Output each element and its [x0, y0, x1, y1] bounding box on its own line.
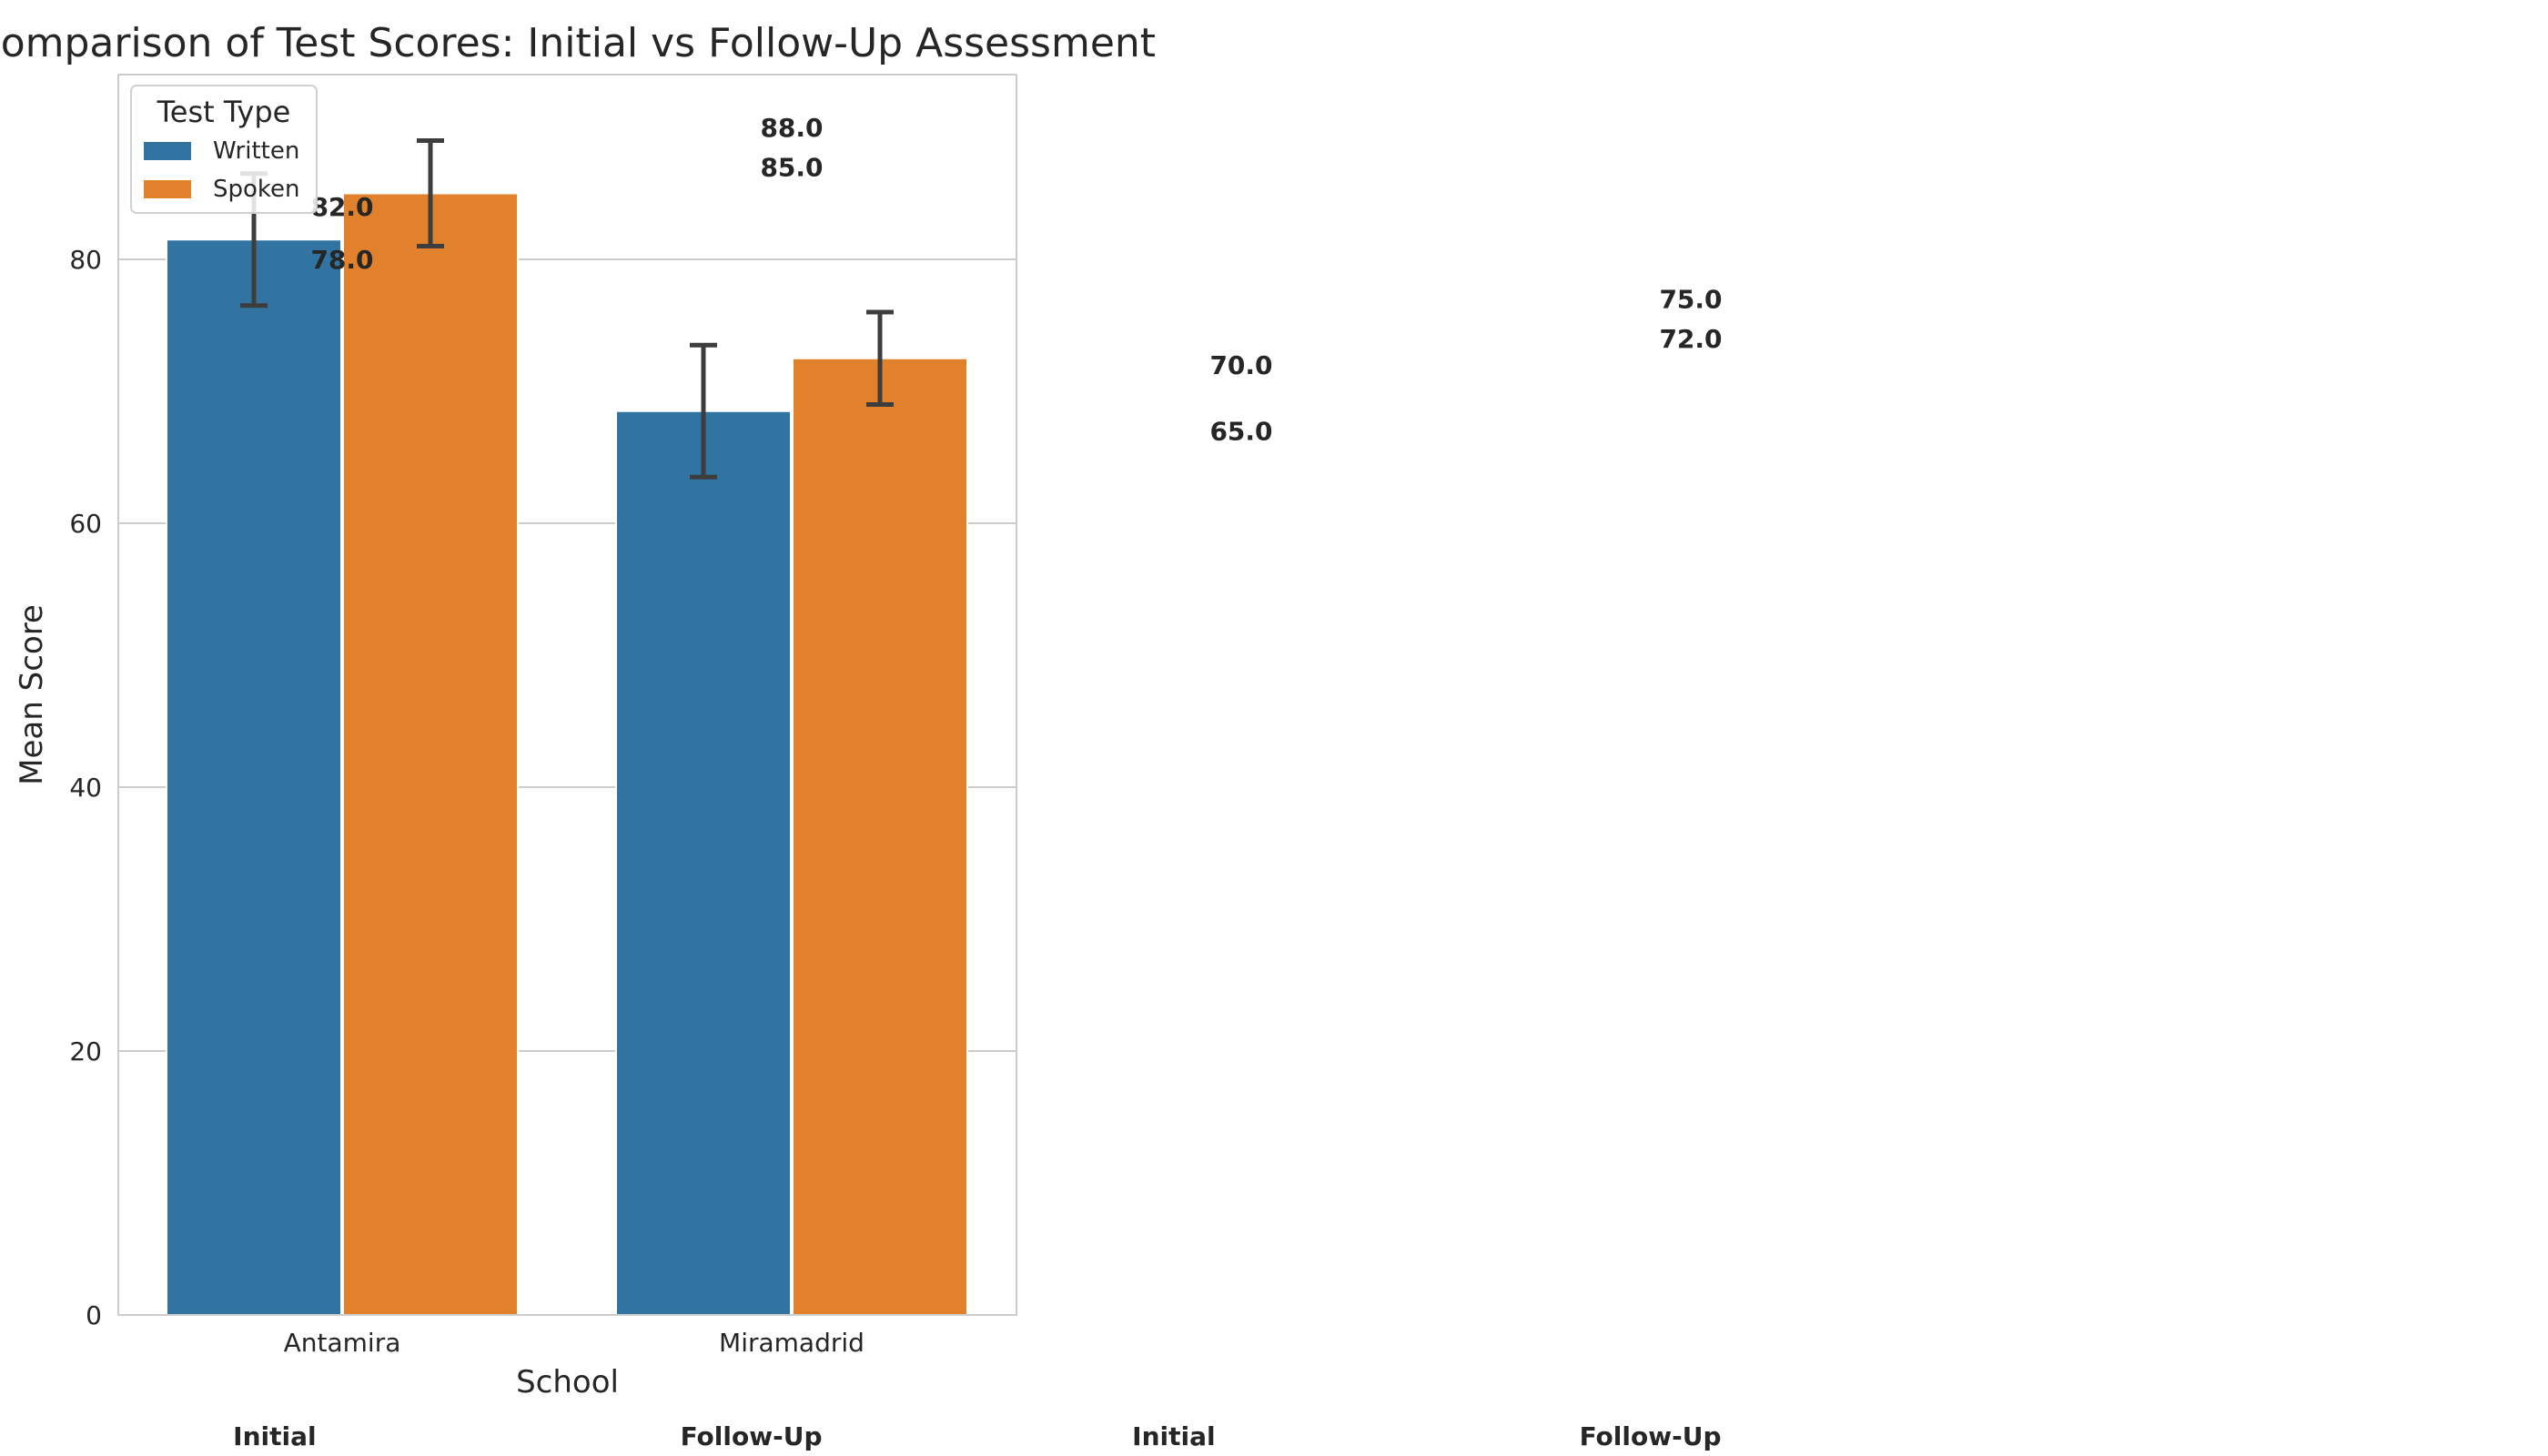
y-tick-label: 40	[69, 773, 102, 803]
value-annotation: 85.0	[760, 153, 823, 183]
bar-spoken-miramadrid	[792, 357, 968, 1316]
x-axis-label: School	[516, 1364, 619, 1400]
phase-label: Follow-Up	[1580, 1421, 1722, 1451]
y-tick-label: 20	[69, 1036, 102, 1067]
chart-title: Comparison of Test Scores: Initial vs Fo…	[0, 20, 1156, 66]
value-annotation: 70.0	[1209, 350, 1272, 380]
y-axis-label: Mean Score	[14, 604, 50, 785]
bar-written-antamira	[166, 238, 342, 1316]
x-axis-ticks: Antamira Miramadrid	[284, 1328, 864, 1358]
bar-written-miramadrid	[615, 410, 792, 1316]
phase-label: Initial	[233, 1421, 316, 1451]
error-bars	[240, 138, 894, 480]
legend: Test Type Written Spoken	[130, 85, 318, 214]
y-tick-label: 0	[86, 1300, 102, 1330]
x-tick-label: Antamira	[284, 1328, 401, 1358]
value-annotation: 72.0	[1659, 324, 1722, 354]
legend-label-written: Written	[213, 137, 299, 165]
bars	[166, 192, 968, 1316]
bar-spoken-antamira	[342, 192, 519, 1316]
error-bar	[417, 138, 444, 248]
error-bar	[690, 342, 717, 480]
legend-title: Test Type	[157, 95, 291, 129]
legend-swatch-spoken	[144, 180, 191, 198]
phase-label: Initial	[1132, 1421, 1215, 1451]
legend-swatch-written	[144, 142, 191, 160]
value-annotation: 78.0	[310, 245, 373, 275]
error-bar	[866, 309, 894, 407]
x-tick-label: Miramadrid	[719, 1328, 864, 1358]
value-annotation: 75.0	[1659, 285, 1722, 315]
legend-label-spoken: Spoken	[213, 176, 300, 203]
value-annotation: 65.0	[1209, 417, 1272, 447]
y-tick-label: 60	[69, 509, 102, 539]
data-annotations: 82.0 78.0 88.0 85.0 70.0 65.0 75.0 72.0	[310, 113, 1722, 447]
value-annotation: 82.0	[310, 192, 373, 222]
y-axis-ticks: 0 20 40 60 80	[69, 245, 102, 1330]
axes-frame	[117, 74, 1017, 1316]
y-tick-label: 80	[69, 245, 102, 275]
value-annotation: 88.0	[760, 113, 823, 143]
phase-label: Follow-Up	[681, 1421, 823, 1451]
phase-labels: Initial Follow-Up Initial Follow-Up	[233, 1421, 1721, 1451]
